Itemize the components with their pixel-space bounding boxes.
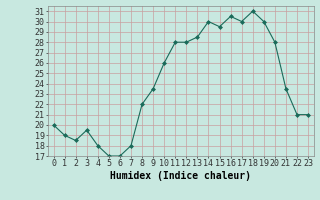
- X-axis label: Humidex (Indice chaleur): Humidex (Indice chaleur): [110, 171, 251, 181]
